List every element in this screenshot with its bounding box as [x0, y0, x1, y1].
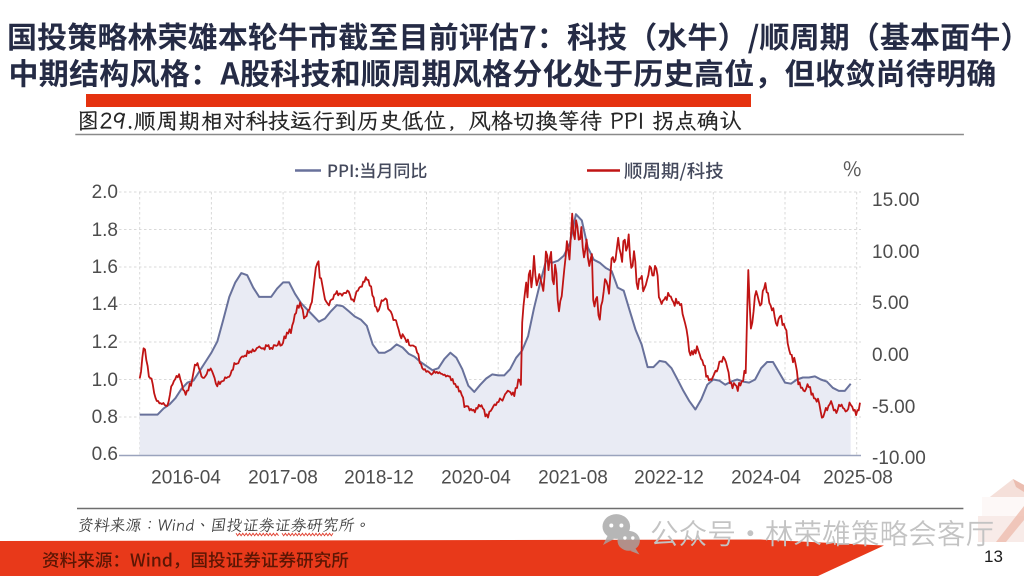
svg-text:-5.00: -5.00: [872, 397, 915, 418]
svg-text:1.2: 1.2: [92, 332, 118, 353]
svg-text:1.8: 1.8: [92, 220, 118, 241]
svg-text:2016-04: 2016-04: [151, 468, 221, 489]
svg-text:0.6: 0.6: [92, 444, 118, 465]
svg-text:2021-08: 2021-08: [538, 468, 608, 489]
svg-text:2020-04: 2020-04: [441, 468, 511, 489]
svg-text:2.0: 2.0: [92, 182, 118, 203]
svg-text:2017-08: 2017-08: [248, 468, 318, 489]
svg-text:2024-04: 2024-04: [731, 468, 801, 489]
svg-text:0.8: 0.8: [92, 407, 118, 428]
svg-text:0.00: 0.00: [872, 345, 909, 366]
svg-text:2022-12: 2022-12: [634, 468, 704, 489]
svg-text:15.00: 15.00: [872, 190, 920, 211]
svg-text:1.6: 1.6: [92, 257, 118, 278]
svg-text:1.0: 1.0: [92, 370, 118, 391]
svg-text:1.4: 1.4: [92, 294, 119, 315]
svg-text:2018-12: 2018-12: [344, 468, 414, 489]
svg-text:10.00: 10.00: [872, 242, 920, 263]
svg-text:2025-08: 2025-08: [823, 468, 893, 489]
svg-text:5.00: 5.00: [872, 293, 909, 314]
svg-text:13: 13: [984, 547, 1003, 566]
svg-text:-10.00: -10.00: [872, 448, 926, 469]
